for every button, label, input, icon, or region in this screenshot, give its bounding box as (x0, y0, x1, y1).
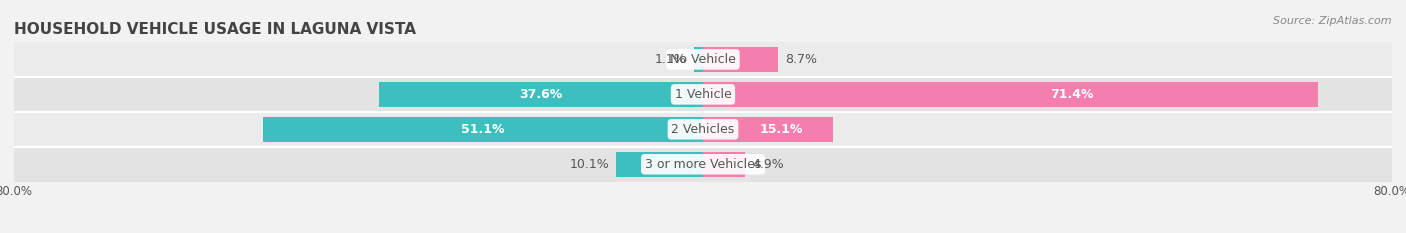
Text: 1 Vehicle: 1 Vehicle (675, 88, 731, 101)
Bar (14, 147, 1392, 182)
Text: 71.4%: 71.4% (1050, 88, 1094, 101)
Bar (616, 152, 703, 177)
Text: HOUSEHOLD VEHICLE USAGE IN LAGUNA VISTA: HOUSEHOLD VEHICLE USAGE IN LAGUNA VISTA (14, 22, 416, 37)
Bar (703, 82, 1317, 107)
Bar (703, 117, 832, 142)
Text: 2 Vehicles: 2 Vehicles (672, 123, 734, 136)
Text: No Vehicle: No Vehicle (671, 53, 735, 66)
Text: 37.6%: 37.6% (519, 88, 562, 101)
Bar (380, 82, 703, 107)
Bar (14, 77, 1392, 112)
Text: 51.1%: 51.1% (461, 123, 505, 136)
Text: 4.9%: 4.9% (752, 158, 783, 171)
Bar (14, 42, 1392, 77)
Bar (703, 152, 745, 177)
Text: 10.1%: 10.1% (569, 158, 609, 171)
Bar (263, 117, 703, 142)
Text: 3 or more Vehicles: 3 or more Vehicles (645, 158, 761, 171)
Bar (14, 112, 1392, 147)
Bar (703, 47, 778, 72)
Text: Source: ZipAtlas.com: Source: ZipAtlas.com (1274, 16, 1392, 26)
Text: 1.1%: 1.1% (655, 53, 686, 66)
Text: 8.7%: 8.7% (785, 53, 817, 66)
Text: 15.1%: 15.1% (759, 123, 803, 136)
Bar (693, 47, 703, 72)
